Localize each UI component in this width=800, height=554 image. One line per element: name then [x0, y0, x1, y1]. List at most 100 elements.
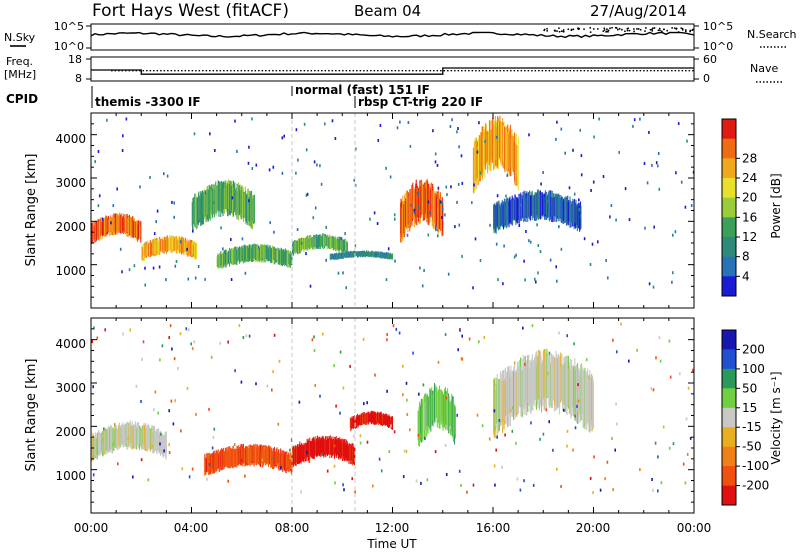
- power-cell: [110, 221, 112, 225]
- power-cell: [325, 258, 327, 262]
- velocity-cell: [362, 337, 365, 341]
- velocity-cell: [277, 422, 280, 426]
- power-cell: [247, 161, 250, 165]
- velocity-cell: [314, 384, 316, 387]
- velocity-cell: [210, 355, 213, 359]
- power-cell: [392, 253, 394, 260]
- colorbar-block: [722, 276, 736, 297]
- velocity-cell: [319, 394, 321, 398]
- power-cell: [173, 215, 175, 219]
- power-cell: [542, 171, 544, 174]
- power-cell: [297, 158, 299, 162]
- velocity-cell: [188, 328, 190, 332]
- velocity-cell: [409, 428, 411, 432]
- power-cell: [121, 270, 123, 274]
- power-cell: [230, 238, 232, 241]
- power-cell: [387, 247, 390, 251]
- noise-search-point: [632, 28, 635, 30]
- colorbar-block: [722, 197, 736, 218]
- power-cell: [457, 127, 459, 130]
- power-cell: [283, 134, 285, 138]
- power-cell: [244, 271, 247, 275]
- colorbar-block: [722, 138, 736, 159]
- power-cell: [684, 205, 687, 209]
- power-cell: [632, 124, 634, 128]
- velocity-cell: [104, 328, 106, 332]
- power-cell: [385, 278, 388, 282]
- noise-search-point: [562, 30, 565, 33]
- velocity-cell: [227, 340, 229, 344]
- power-cell: [458, 145, 460, 149]
- colorbar-block: [722, 178, 736, 199]
- noise-search-point: [689, 29, 692, 32]
- power-cell: [144, 283, 146, 287]
- velocity-cell: [180, 429, 182, 433]
- noise-search-point: [558, 27, 560, 30]
- power-cell: [437, 186, 440, 190]
- noise-search-point: [649, 28, 652, 31]
- velocity-cell: [208, 463, 211, 466]
- noise-search-points: [543, 26, 695, 34]
- power-cell: [334, 137, 337, 140]
- power-cell: [313, 160, 316, 164]
- velocity-cell: [242, 336, 245, 339]
- power-cell: [174, 264, 177, 268]
- velocity-cell: [326, 469, 329, 473]
- velocity-cell: [406, 398, 408, 402]
- velocity-cell: [593, 455, 595, 459]
- velocity-cell: [172, 422, 175, 426]
- power-cell: [165, 278, 167, 282]
- velocity-cell: [577, 383, 579, 387]
- velocity-cell: [511, 406, 514, 410]
- velocity-cell: [511, 429, 514, 433]
- velocity-cell: [129, 328, 131, 332]
- velocity-cell: [103, 427, 105, 431]
- power-cell: [461, 181, 464, 185]
- velocity-cell: [679, 372, 681, 376]
- noise-left-tick-bottom: 10^0: [54, 40, 84, 53]
- power-cell: [610, 204, 613, 208]
- noise-search-point: [570, 28, 573, 31]
- power-cell: [502, 282, 504, 286]
- power-cell: [353, 178, 356, 182]
- power-cell: [572, 148, 574, 152]
- velocity-cell: [606, 460, 609, 464]
- colorbar-tick-label: 12: [742, 230, 757, 244]
- power-cell: [128, 268, 131, 272]
- power-cell: [672, 233, 674, 237]
- power-cell: [442, 204, 444, 236]
- velocity-cell: [620, 322, 622, 326]
- colorbar-tick-label: 100: [742, 362, 765, 376]
- velocity-cell: [493, 409, 496, 413]
- velocity-cell: [639, 468, 641, 472]
- power-cell: [518, 224, 521, 227]
- noise-search-point: [673, 27, 676, 30]
- power-cell: [342, 271, 344, 275]
- velocity-cell: [468, 337, 471, 341]
- power-cell: [675, 171, 677, 175]
- xtick-0400: 04:00: [174, 521, 209, 535]
- velocity-cell: [193, 340, 196, 344]
- power-cell: [295, 171, 297, 175]
- power-cell: [269, 221, 271, 225]
- power-cell: [281, 171, 284, 175]
- power-cell: [556, 279, 558, 283]
- velocity-cell: [460, 484, 462, 487]
- power-cell: [171, 200, 173, 204]
- power-cell: [564, 151, 566, 155]
- colorbar-tick-label: 20: [742, 191, 757, 205]
- noise-search-point: [611, 26, 613, 29]
- velocity-cell: [160, 432, 162, 436]
- x-axis-label: Time UT: [366, 537, 417, 551]
- velocity-cell: [211, 446, 214, 450]
- velocity-cell: [333, 464, 336, 468]
- power-cell: [573, 192, 576, 196]
- velocity-cell: [614, 448, 616, 452]
- noise-search-point: [607, 30, 609, 33]
- velocity-cell: [616, 350, 618, 354]
- power-cell: [158, 265, 161, 269]
- colorbar-block: [722, 330, 736, 350]
- power-cell: [618, 150, 620, 154]
- noise-left-tick-top: 10^5: [54, 20, 84, 33]
- velocity-cell: [321, 453, 323, 457]
